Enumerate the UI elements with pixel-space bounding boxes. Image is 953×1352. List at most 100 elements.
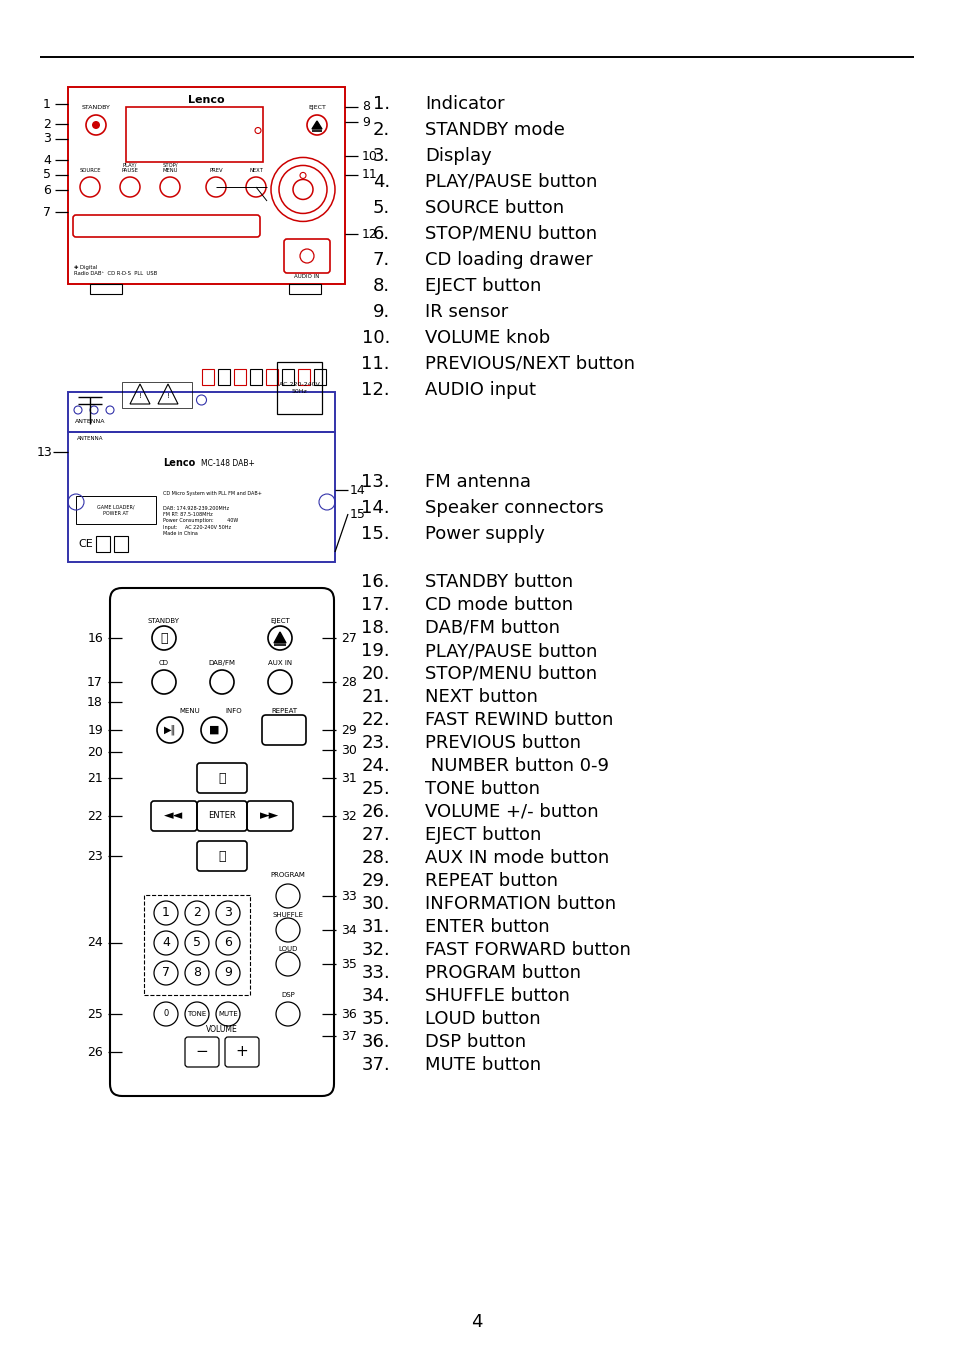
Text: MUTE button: MUTE button (424, 1056, 540, 1073)
Text: 15.: 15. (361, 525, 390, 544)
Text: SOURCE: SOURCE (79, 168, 101, 173)
Bar (126, 107, 263, 162)
Text: 1: 1 (162, 906, 170, 919)
Text: EJECT: EJECT (308, 105, 326, 110)
Text: 26: 26 (87, 1045, 103, 1059)
Text: FAST FORWARD button: FAST FORWARD button (424, 941, 630, 959)
Text: 35.: 35. (361, 1010, 390, 1028)
Text: STANDBY: STANDBY (81, 105, 111, 110)
Bar (266, 369, 277, 385)
Text: Lenco: Lenco (163, 458, 195, 469)
Text: 22.: 22. (361, 711, 390, 729)
Text: 8.: 8. (373, 277, 390, 295)
Text: 5: 5 (43, 169, 51, 181)
Text: +: + (235, 1045, 248, 1060)
Text: Speaker connectors: Speaker connectors (424, 499, 603, 516)
Text: NEXT button: NEXT button (424, 688, 537, 706)
Text: 4: 4 (162, 937, 170, 949)
Text: 2: 2 (43, 118, 51, 131)
Text: ANTENNA: ANTENNA (74, 419, 105, 425)
Bar (282, 369, 294, 385)
Text: 25: 25 (87, 1007, 103, 1021)
Text: SHUFFLE button: SHUFFLE button (424, 987, 569, 1005)
Text: Indicator: Indicator (424, 95, 504, 114)
Text: INFO: INFO (226, 708, 242, 714)
Bar (202, 369, 213, 385)
Text: 13: 13 (36, 446, 52, 458)
Text: VOLUME: VOLUME (206, 1025, 237, 1034)
Polygon shape (274, 631, 286, 644)
Text: 29.: 29. (361, 872, 390, 890)
Text: VOLUME +/- button: VOLUME +/- button (424, 803, 598, 821)
Text: 30.: 30. (361, 895, 390, 913)
Text: 12.: 12. (361, 381, 390, 399)
Text: CD mode button: CD mode button (424, 596, 573, 614)
Bar (113, 535, 128, 552)
Text: TONE: TONE (187, 1011, 207, 1017)
Text: INFORMATION button: INFORMATION button (424, 895, 616, 913)
Text: 4: 4 (471, 1313, 482, 1330)
Text: 22: 22 (87, 810, 103, 822)
Text: SHUFFLE: SHUFFLE (273, 913, 303, 918)
Text: 4: 4 (43, 154, 51, 166)
Text: 11: 11 (361, 169, 377, 181)
Bar (289, 284, 320, 293)
Text: EJECT: EJECT (270, 618, 290, 625)
Text: STOP/
MENU: STOP/ MENU (162, 162, 177, 173)
Text: !: ! (167, 393, 170, 399)
Text: STANDBY mode: STANDBY mode (424, 120, 564, 139)
Text: 6: 6 (224, 937, 232, 949)
Bar (122, 383, 192, 408)
Text: 5: 5 (193, 937, 201, 949)
Text: NUMBER button 0-9: NUMBER button 0-9 (424, 757, 608, 775)
Text: CD: CD (159, 660, 169, 667)
Text: 12: 12 (361, 227, 377, 241)
Text: 8: 8 (361, 100, 370, 114)
Text: PREVIOUS button: PREVIOUS button (424, 734, 580, 752)
Bar (68, 392, 335, 433)
Bar (297, 369, 310, 385)
Text: 30: 30 (340, 744, 356, 757)
Text: 27: 27 (340, 631, 356, 645)
Text: −: − (195, 1045, 208, 1060)
Text: 33: 33 (340, 890, 356, 903)
Text: 4.: 4. (373, 173, 390, 191)
Text: MUTE: MUTE (218, 1011, 237, 1017)
Text: 1: 1 (43, 97, 51, 111)
Text: LOUD: LOUD (278, 946, 297, 952)
Text: 32.: 32. (361, 941, 390, 959)
Text: PROGRAM: PROGRAM (271, 872, 305, 877)
Text: 16.: 16. (361, 573, 390, 591)
Text: 3.: 3. (373, 147, 390, 165)
Text: 14.: 14. (361, 499, 390, 516)
Bar (144, 895, 250, 995)
Text: 7: 7 (162, 967, 170, 979)
Text: 31: 31 (340, 772, 356, 784)
Text: AUX IN mode button: AUX IN mode button (424, 849, 609, 867)
Text: 28: 28 (340, 676, 356, 688)
Text: CD Micro System with PLL FM and DAB+: CD Micro System with PLL FM and DAB+ (163, 491, 262, 496)
Text: 10: 10 (361, 150, 377, 162)
Text: PROGRAM button: PROGRAM button (424, 964, 580, 982)
Text: ◄◄: ◄◄ (164, 810, 183, 822)
Text: ⏮: ⏮ (218, 849, 226, 863)
Text: 36.: 36. (361, 1033, 390, 1051)
Text: LOUD button: LOUD button (424, 1010, 540, 1028)
Text: AUDIO IN: AUDIO IN (294, 274, 319, 279)
Text: 18.: 18. (361, 619, 390, 637)
Text: 2: 2 (193, 906, 201, 919)
Text: 28.: 28. (361, 849, 390, 867)
Text: DSP: DSP (281, 992, 294, 998)
Text: ⏭: ⏭ (218, 772, 226, 784)
Text: 35: 35 (340, 957, 356, 971)
Text: 37: 37 (340, 1029, 356, 1042)
Text: 36: 36 (340, 1007, 356, 1021)
Text: GAME LOADER/
POWER AT: GAME LOADER/ POWER AT (97, 504, 134, 515)
Text: 11.: 11. (361, 356, 390, 373)
Text: PREVIOUS/NEXT button: PREVIOUS/NEXT button (424, 356, 635, 373)
Bar (68, 87, 345, 284)
Text: 9: 9 (361, 115, 370, 128)
Text: 1.: 1. (373, 95, 390, 114)
Text: STANDBY button: STANDBY button (424, 573, 573, 591)
Text: REPEAT button: REPEAT button (424, 872, 558, 890)
